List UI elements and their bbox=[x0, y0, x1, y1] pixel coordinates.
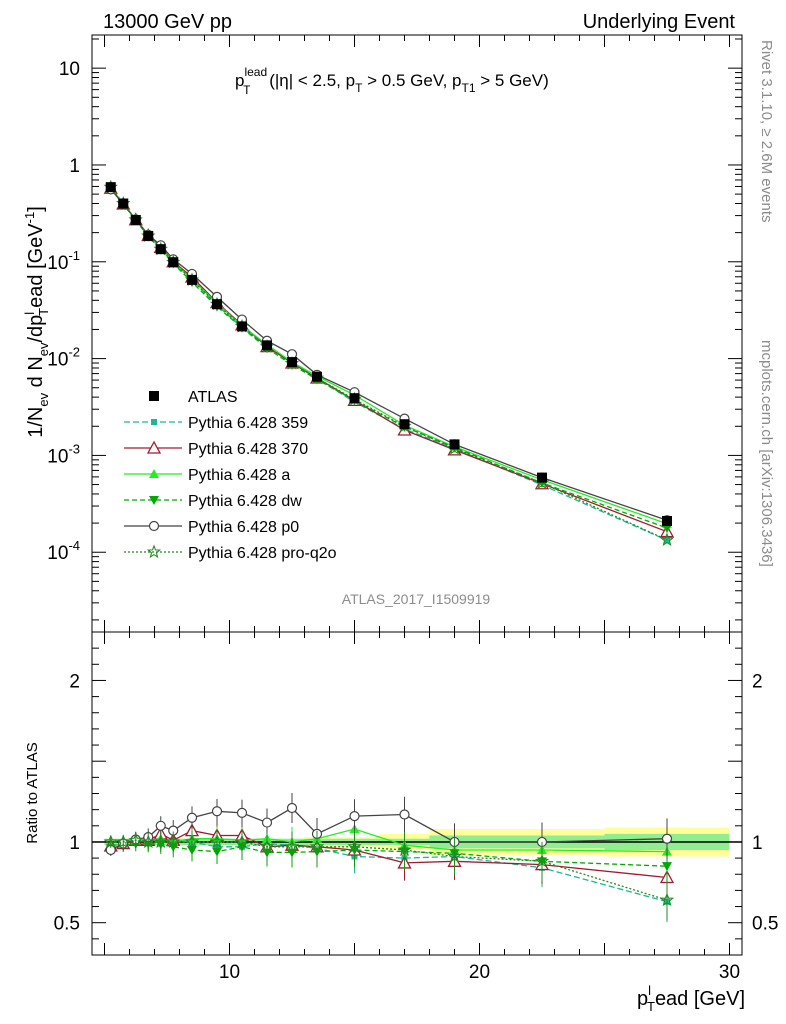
rivet-version-label: Rivet 3.1.10, ≥ 2.6M events bbox=[758, 40, 775, 223]
main-y-axis-label: 1/Nev d Nev/dplTead [GeV-1] bbox=[22, 206, 51, 438]
atlas-data-point bbox=[118, 198, 129, 209]
x-axis-label: pl Tead [GeV] bbox=[637, 983, 745, 1014]
ratio-series-point-4 bbox=[186, 812, 198, 823]
main-series-point-0 bbox=[664, 537, 670, 544]
legend-atlas-label: ATLAS bbox=[188, 389, 238, 406]
ratio-series-point-4 bbox=[286, 802, 298, 814]
y-tick-label: 10-2 bbox=[47, 345, 80, 371]
ratio-series-point-4 bbox=[155, 820, 166, 831]
atlas-data-point bbox=[143, 230, 154, 241]
header-left: 13000 GeV pp bbox=[103, 11, 232, 33]
main-series-point-3 bbox=[662, 523, 672, 533]
atlas-data-point bbox=[449, 439, 460, 450]
ratio-series-group bbox=[103, 793, 675, 923]
ratio-series-point-4 bbox=[261, 817, 273, 828]
legend: ATLAS Pythia 6.428 359 Pythia 6.428 370 Pyt… bbox=[124, 389, 337, 562]
x-tick-label: 30 bbox=[719, 962, 740, 983]
ratio-series-point-4 bbox=[399, 809, 410, 820]
main-series-line-0 bbox=[110, 188, 668, 541]
x-tick-label: 20 bbox=[469, 962, 490, 983]
legend-atlas-marker bbox=[149, 391, 159, 401]
legend-marker-2 bbox=[149, 469, 159, 478]
ratio-series-point-5 bbox=[209, 834, 225, 848]
main-plot-title: plead T (|η| < 2.5, pT > 0.5 GeV, pT1 > 5… bbox=[235, 65, 549, 97]
ratio-y-axis-label: Ratio to ATLAS bbox=[24, 742, 41, 843]
atlas-data-point bbox=[237, 321, 247, 332]
y-tick-label: 1 bbox=[69, 156, 80, 177]
ratio-series-point-5 bbox=[234, 834, 250, 848]
analysis-watermark: ATLAS_2017_I1509919 bbox=[342, 591, 491, 607]
main-series-point-5 bbox=[659, 532, 675, 547]
ratio-series-point-5 bbox=[347, 839, 362, 853]
atlas-data-point bbox=[662, 516, 672, 527]
atlas-data-point bbox=[312, 371, 322, 382]
legend-label-1: Pythia 6.428 370 bbox=[188, 441, 308, 458]
ratio-series-point-5 bbox=[184, 834, 200, 848]
ratio-series-point-5 bbox=[659, 892, 675, 907]
ratio-series-point-5 bbox=[141, 834, 156, 849]
atlas-data-point bbox=[105, 182, 116, 193]
legend-marker-0 bbox=[151, 419, 157, 425]
atlas-data-point bbox=[537, 472, 547, 483]
ratio-series-point-4 bbox=[211, 806, 223, 817]
ratio-y-tick-label: 1 bbox=[69, 833, 80, 854]
ratio-y-tick-label-right: 1 bbox=[752, 833, 763, 854]
atlas-data-point bbox=[168, 257, 179, 268]
ratio-series-point-4 bbox=[349, 811, 360, 822]
mcplots-reference-label: mcplots.cern.ch [arXiv:1306.3436] bbox=[758, 340, 775, 567]
y-tick-label: 10 bbox=[59, 59, 80, 80]
ratio-y-tick-label: 2 bbox=[69, 671, 80, 692]
legend-marker-5 bbox=[146, 544, 162, 559]
ratio-y-tick-label-right: 2 bbox=[752, 671, 763, 692]
header-right: Underlying Event bbox=[583, 11, 736, 33]
x-tick-label: 10 bbox=[219, 962, 240, 983]
ratio-panel-frame bbox=[91, 631, 743, 956]
y-tick-label: 10-3 bbox=[47, 441, 80, 467]
atlas-data-point bbox=[212, 299, 222, 310]
atlas-data-point bbox=[130, 215, 141, 226]
ratio-series-point-5 bbox=[128, 832, 143, 847]
legend-label-0: Pythia 6.428 359 bbox=[188, 415, 308, 432]
legend-marker-1 bbox=[146, 440, 162, 454]
atlas-data-point bbox=[399, 419, 410, 430]
atlas-data-point bbox=[155, 244, 166, 255]
ratio-series-point-5 bbox=[534, 853, 550, 868]
ratio-series-point-5 bbox=[103, 834, 118, 849]
ratio-y-tick-label: 0.5 bbox=[54, 914, 80, 935]
y-tick-label: 10-1 bbox=[47, 248, 80, 274]
legend-marker-4 bbox=[148, 520, 160, 532]
main-series-line-5 bbox=[110, 186, 668, 541]
ratio-series-point-5 bbox=[284, 839, 300, 853]
atlas-data-point bbox=[349, 393, 360, 404]
y-tick-label: 10-4 bbox=[47, 538, 80, 564]
ratio-series-point-3 bbox=[662, 862, 672, 872]
legend-label-2: Pythia 6.428 a bbox=[188, 467, 290, 484]
ratio-series-point-4 bbox=[661, 833, 673, 844]
legend-label-4: Pythia 6.428 p0 bbox=[188, 519, 299, 536]
ratio-series-point-5 bbox=[259, 839, 275, 853]
atlas-data-point bbox=[187, 274, 197, 285]
atlas-data-point bbox=[287, 357, 297, 368]
main-panel-frame bbox=[91, 34, 743, 633]
ratio-y-tick-label-right: 0.5 bbox=[752, 914, 778, 935]
ratio-series-point-5 bbox=[397, 842, 412, 857]
axes-ticks: 10 20 30 10 1 10-1 10-2 10-3 10-4 0.5 0.5 1 1 2 2 bbox=[47, 35, 778, 983]
atlas-data-point bbox=[262, 340, 272, 351]
main-series-group bbox=[103, 179, 675, 547]
ratio-series-point-4 bbox=[236, 807, 248, 818]
legend-label-3: Pythia 6.428 dw bbox=[188, 493, 302, 510]
ratio-series-point-5 bbox=[116, 834, 131, 849]
legend-marker-3 bbox=[149, 496, 159, 505]
ratio-series-point-5 bbox=[166, 834, 181, 849]
ratio-series-point-5 bbox=[447, 848, 462, 863]
ratio-series-point-5 bbox=[153, 834, 168, 849]
legend-label-5: Pythia 6.428 pro-q2o bbox=[188, 545, 337, 562]
ratio-series-point-5 bbox=[309, 839, 325, 853]
